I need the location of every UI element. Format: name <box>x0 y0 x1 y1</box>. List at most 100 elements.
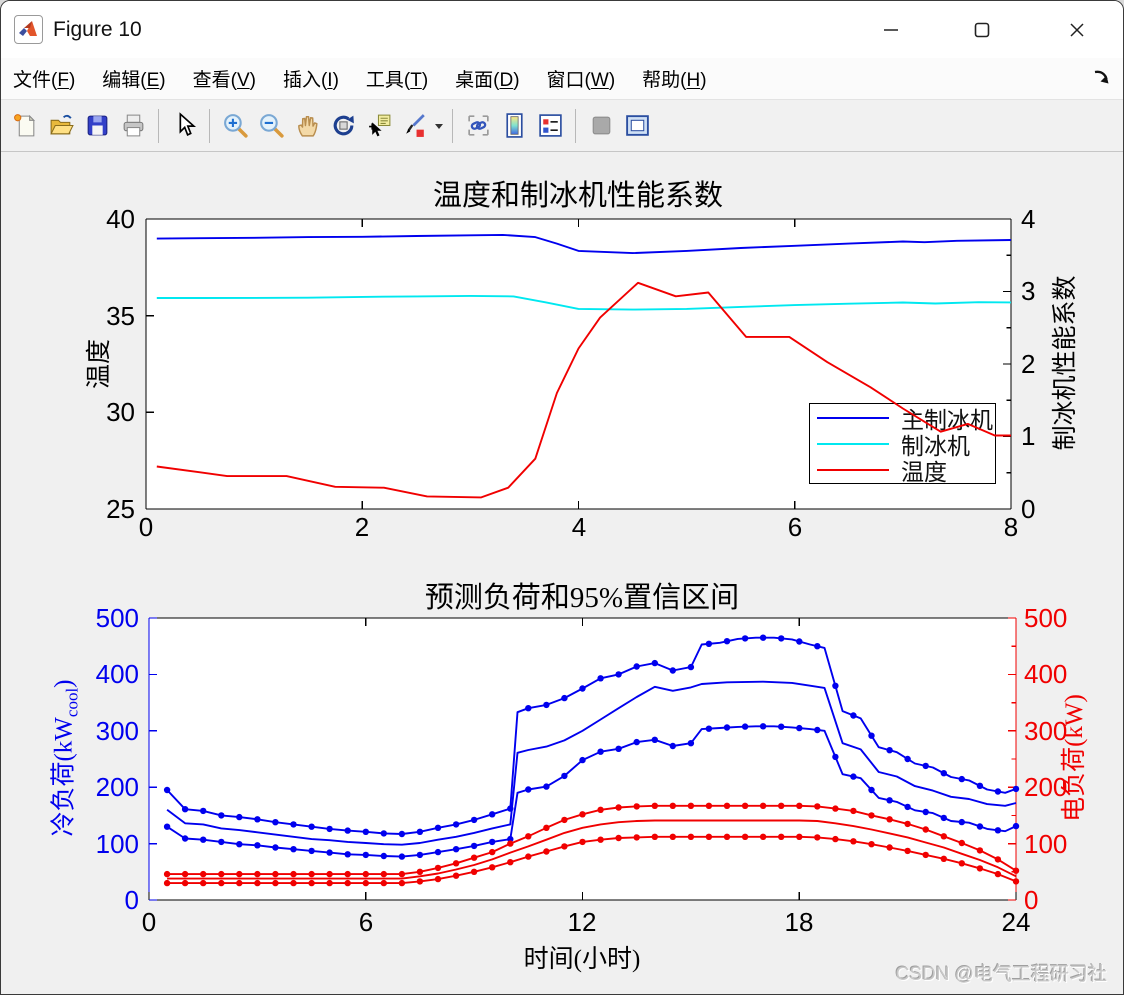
tick-label: 4 <box>571 512 587 542</box>
top-chart-title: 温度和制冰机性能系数 <box>432 180 724 212</box>
zoom-in-icon <box>223 114 248 138</box>
menu-insert[interactable]: 插入(I) <box>282 70 339 91</box>
print-figure-button[interactable] <box>115 107 151 145</box>
bottom-x-axis-label: 时间(小时) <box>523 946 641 973</box>
title-bar: Figure 10 <box>1 1 1123 58</box>
figure-toolbar <box>1 100 1123 152</box>
insert-colorbar-button[interactable] <box>496 107 532 145</box>
tick-label: 0 <box>1021 494 1036 524</box>
tick-label: 1 <box>1021 421 1036 451</box>
tick-label: 24 <box>1001 907 1031 937</box>
tick-label: 500 <box>95 603 139 633</box>
pan-hand-icon <box>297 115 318 137</box>
menu-help[interactable]: 帮助(H) <box>642 70 707 91</box>
toolbar-separator <box>209 108 210 143</box>
tick-label: 0 <box>141 907 157 937</box>
top-plot-area[interactable] <box>146 219 1011 509</box>
menu-desktop[interactable]: 桌面(D) <box>455 70 520 91</box>
dropdown-caret-icon <box>435 123 443 129</box>
brush-dropdown-button[interactable] <box>433 107 445 145</box>
toolbar-separator <box>158 108 159 143</box>
edit-plot-button[interactable] <box>166 107 202 145</box>
maximize-icon <box>974 22 990 38</box>
tick-label: 8 <box>1003 512 1019 542</box>
tick-label: 6 <box>787 512 803 542</box>
show-plot-tools-dock-icon <box>625 115 649 136</box>
tick-label: 300 <box>1024 716 1068 746</box>
zoom-in-button[interactable] <box>217 107 253 145</box>
open-file-button[interactable] <box>43 107 79 145</box>
top-right-axis-label: 制冰机性能系数 <box>1052 275 1079 451</box>
zoom-out-icon <box>259 114 284 138</box>
menu-edit[interactable]: 编辑(E) <box>102 70 166 91</box>
save-figure-button[interactable] <box>79 107 115 145</box>
top-left-axis-label: 温度 <box>86 338 113 390</box>
tick-label: 200 <box>1024 772 1068 802</box>
axis-label-subscript: cool <box>62 687 82 718</box>
tick-label: 0 <box>1024 885 1039 915</box>
menu-window[interactable]: 窗口(W) <box>546 70 616 91</box>
menu-bar: 文件(F) 编辑(E) 查看(V) 插入(I) 工具(T) 桌面(D) 窗口(W… <box>1 58 1123 100</box>
insert-legend-button[interactable] <box>532 107 568 145</box>
zoom-out-button[interactable] <box>253 107 289 145</box>
rotate-3d-icon <box>333 115 354 136</box>
data-cursor-icon <box>368 114 390 137</box>
menu-tools[interactable]: 工具(T) <box>365 70 429 91</box>
toolbar-separator <box>575 108 576 143</box>
close-button[interactable] <box>1054 9 1100 51</box>
pan-button[interactable] <box>289 107 325 145</box>
bottom-right-axis-label: 电负荷(kW) <box>1061 694 1088 822</box>
menu-file[interactable]: 文件(F) <box>13 70 76 91</box>
tick-label: 35 <box>106 301 135 331</box>
tick-label: 2 <box>354 512 370 542</box>
data-cursor-button[interactable] <box>361 107 397 145</box>
hide-plot-tools-button[interactable] <box>583 107 619 145</box>
tick-label: 3 <box>1021 276 1036 306</box>
tick-label: 500 <box>1024 603 1068 633</box>
legend-icon <box>538 114 562 137</box>
colorbar-icon <box>505 113 523 138</box>
link-plot-icon <box>467 115 489 136</box>
link-plot-button[interactable] <box>460 107 496 145</box>
hide-plot-tools-icon <box>592 116 610 135</box>
edit-plot-arrow-icon <box>179 112 196 136</box>
new-figure-icon <box>13 114 35 137</box>
tick-label: 6 <box>358 907 374 937</box>
maximize-button[interactable] <box>959 9 1005 51</box>
toolbar-separator <box>452 108 453 143</box>
tick-label: 0 <box>124 885 139 915</box>
bottom-plot-area[interactable] <box>149 618 1016 900</box>
tick-label: 300 <box>95 716 139 746</box>
tick-label: 30 <box>106 397 135 427</box>
tick-label: 2 <box>1021 349 1036 379</box>
tick-label: 400 <box>1024 659 1068 689</box>
window-title: Figure 10 <box>53 17 142 41</box>
minimize-button[interactable] <box>868 9 914 51</box>
csdn-watermark: CSDN @电气工程研习社 <box>895 964 1107 985</box>
tick-label: 100 <box>95 829 139 859</box>
bottom-chart-title: 预测负荷和95%置信区间 <box>424 582 740 614</box>
print-figure-icon <box>123 114 143 137</box>
tick-label: 0 <box>138 512 154 542</box>
close-icon <box>1070 23 1084 37</box>
matlab-icon <box>14 15 43 44</box>
brush-data-button[interactable] <box>397 107 433 145</box>
menu-view[interactable]: 查看(V) <box>192 70 256 91</box>
new-figure-button[interactable] <box>7 107 43 145</box>
brush-data-icon <box>405 114 425 137</box>
tick-label: 12 <box>567 907 597 937</box>
tick-label: 18 <box>784 907 814 937</box>
menu-overflow-arrow-icon[interactable] <box>1091 66 1113 88</box>
show-plot-tools-dock-button[interactable] <box>619 107 655 145</box>
open-file-icon <box>49 114 74 135</box>
tick-label: 400 <box>95 659 139 689</box>
bottom-left-axis-label: 冷负荷(kWcool) <box>44 679 83 836</box>
tick-label: 40 <box>106 204 135 234</box>
save-figure-icon <box>87 115 107 136</box>
minimize-icon <box>884 29 898 31</box>
tick-label: 25 <box>106 494 135 524</box>
tick-label: 4 <box>1021 204 1036 234</box>
tick-label: 100 <box>1024 829 1068 859</box>
rotate-3d-button[interactable] <box>325 107 361 145</box>
